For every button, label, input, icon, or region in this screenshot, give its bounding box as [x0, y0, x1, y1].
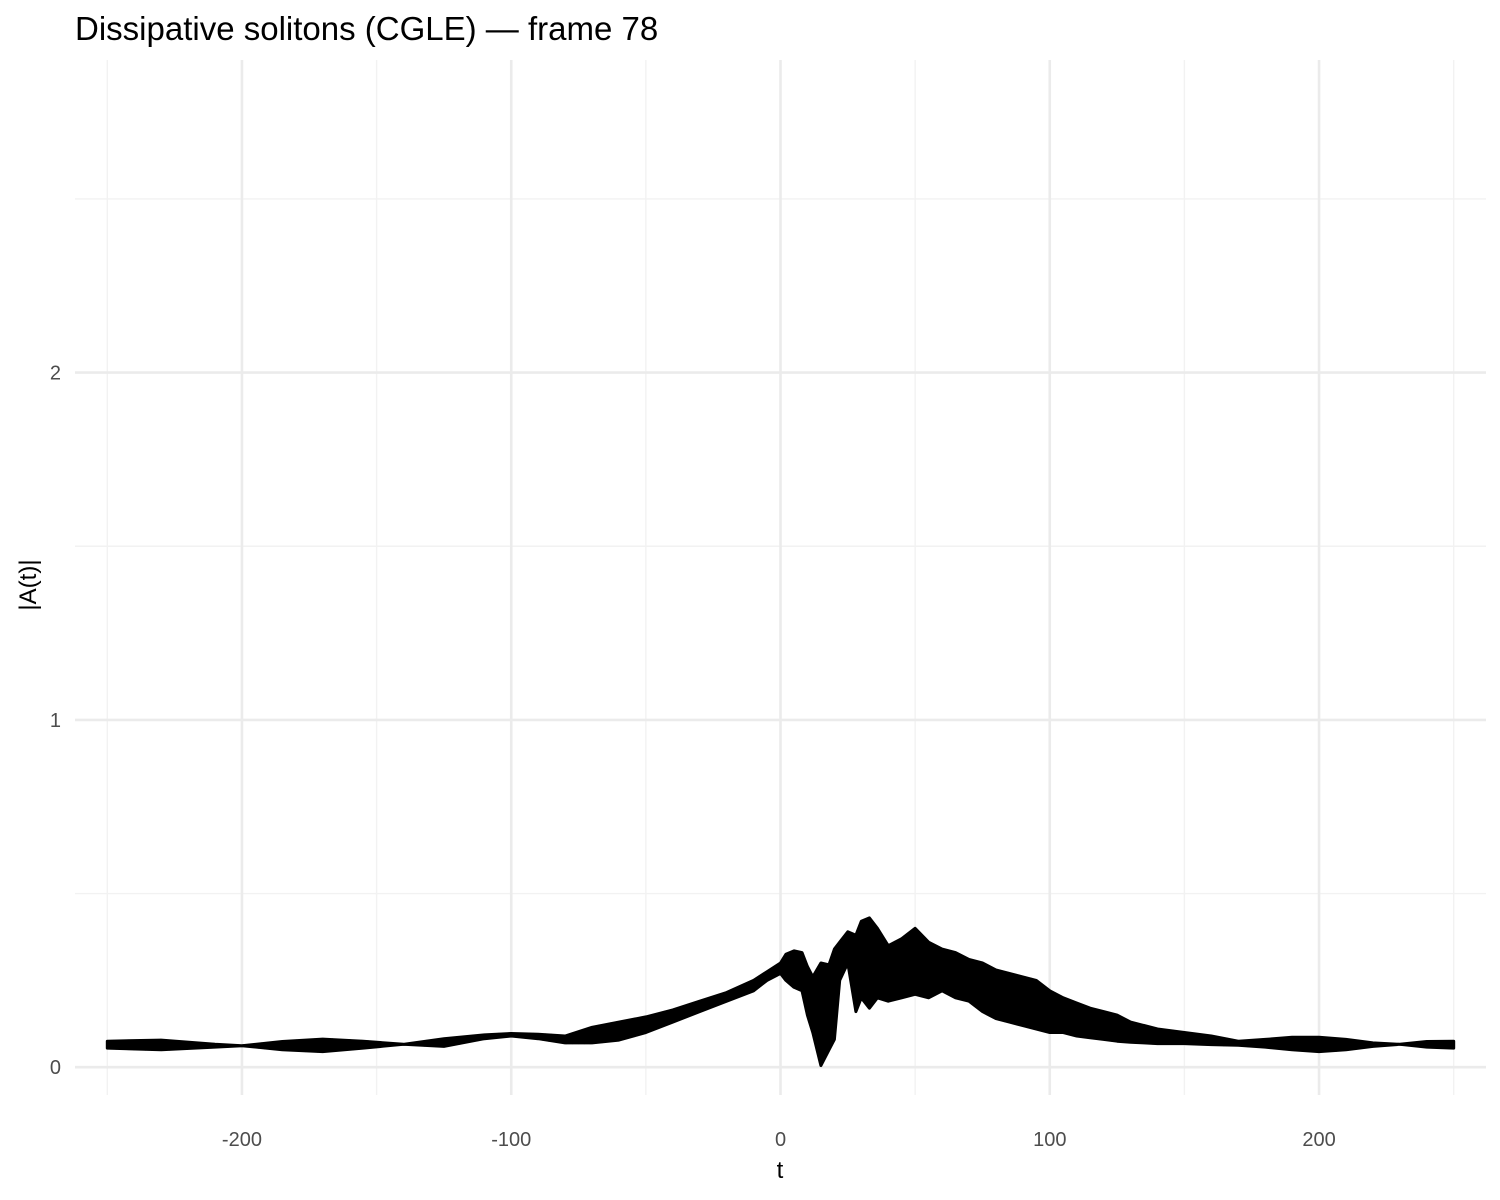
y-axis-title: |A(t)| — [15, 559, 42, 610]
x-tick-labels: -200 -100 0 100 200 — [222, 1129, 1336, 1151]
series-layer — [105, 916, 1456, 1067]
y-tick-label: 0 — [50, 1057, 61, 1079]
x-tick-label: -200 — [222, 1129, 262, 1151]
x-tick-label: 0 — [775, 1129, 786, 1151]
x-tick-label: 200 — [1302, 1129, 1335, 1151]
y-tick-label: 1 — [50, 710, 61, 732]
y-tick-labels: 0 1 2 — [50, 363, 61, 1080]
chart-title: Dissipative solitons (CGLE) — frame 78 — [75, 10, 658, 47]
y-tick-label: 2 — [50, 363, 61, 385]
x-tick-label: -100 — [491, 1129, 531, 1151]
x-axis-title: t — [777, 1157, 784, 1184]
major-gridlines — [75, 60, 1486, 1095]
series-line — [106, 918, 1454, 1067]
x-tick-label: 100 — [1033, 1129, 1066, 1151]
